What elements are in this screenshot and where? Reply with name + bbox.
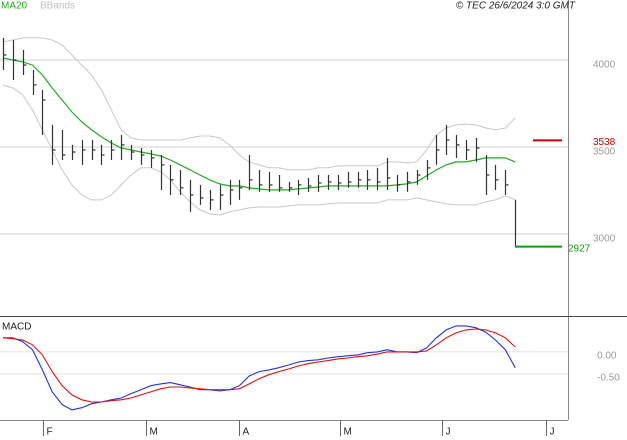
macd-line — [3, 325, 516, 411]
x-tick-label: M — [150, 427, 158, 438]
level-label: 3538 — [593, 137, 616, 148]
x-tick-label: J — [446, 427, 451, 438]
macd-title: MACD — [2, 322, 31, 333]
x-tick-label: M — [344, 427, 352, 438]
y-tick-label: 0.00 — [597, 350, 617, 361]
chart-title: © TEC 26/6/2024 3:0 GMT — [456, 1, 576, 12]
y-tick-label: 3000 — [593, 234, 616, 245]
y-tick-label: 4000 — [593, 60, 616, 71]
bband-lower — [2, 84, 516, 216]
macd-line — [2, 328, 516, 403]
bband-upper — [2, 37, 516, 171]
legend-bbands: BBands — [40, 1, 75, 12]
x-tick-label: J — [550, 427, 555, 438]
legend-ma20: MA20 — [1, 1, 28, 12]
x-tick-label: A — [243, 427, 250, 438]
x-tick-label: F — [47, 427, 53, 438]
y-tick-label: -0.50 — [597, 372, 620, 383]
level-label: 2927 — [568, 243, 591, 254]
y-tick-label: 3500 — [593, 147, 616, 158]
